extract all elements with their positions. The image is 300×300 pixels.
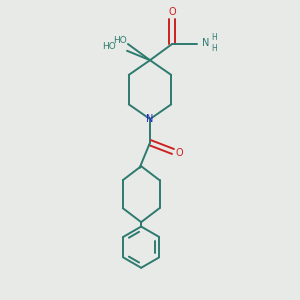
Text: HO: HO: [113, 36, 127, 45]
Text: HO: HO: [102, 42, 116, 51]
Text: N: N: [202, 38, 209, 47]
Text: O: O: [168, 8, 176, 17]
Text: H: H: [211, 44, 217, 53]
Text: O: O: [176, 148, 183, 158]
Text: H: H: [211, 33, 217, 42]
Text: N: N: [146, 114, 154, 124]
